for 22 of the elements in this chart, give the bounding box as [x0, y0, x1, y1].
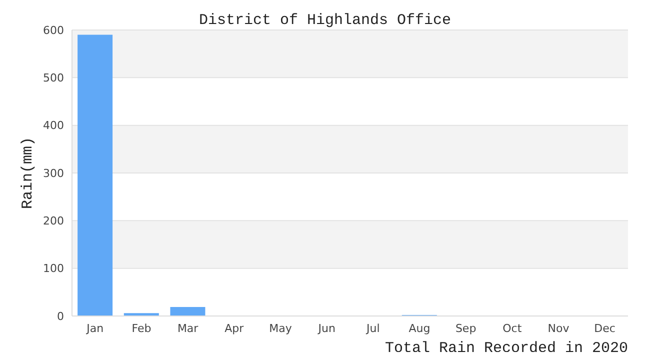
y-tick-label: 500 [43, 72, 64, 85]
y-tick-label: 600 [43, 24, 64, 37]
x-axis-title: Total Rain Recorded in 2020 [384, 340, 628, 357]
x-tick-label: Feb [132, 322, 152, 335]
y-tick-label: 100 [43, 262, 64, 276]
x-tick-label: Jan [86, 322, 104, 335]
x-tick-label: Jul [366, 322, 380, 335]
x-tick-label: Apr [224, 322, 244, 335]
x-tick-label: Jun [317, 322, 336, 335]
x-tick-label: Sep [455, 322, 476, 335]
x-tick-label: Mar [177, 322, 199, 335]
x-tick-label: Aug [408, 322, 430, 335]
x-tick-label: Nov [548, 322, 570, 335]
x-tick-label: May [269, 322, 292, 335]
y-tick-label: 200 [43, 214, 64, 228]
y-axis-title: Rain(mm) [19, 136, 36, 210]
chart-title: District of Highlands Office [198, 12, 452, 29]
y-tick-label: 400 [43, 119, 64, 132]
y-tick-label: 300 [43, 166, 64, 180]
x-tick-label: Dec [594, 322, 616, 335]
x-tick-label: Oct [502, 322, 522, 335]
y-tick-label: 0 [57, 310, 64, 323]
